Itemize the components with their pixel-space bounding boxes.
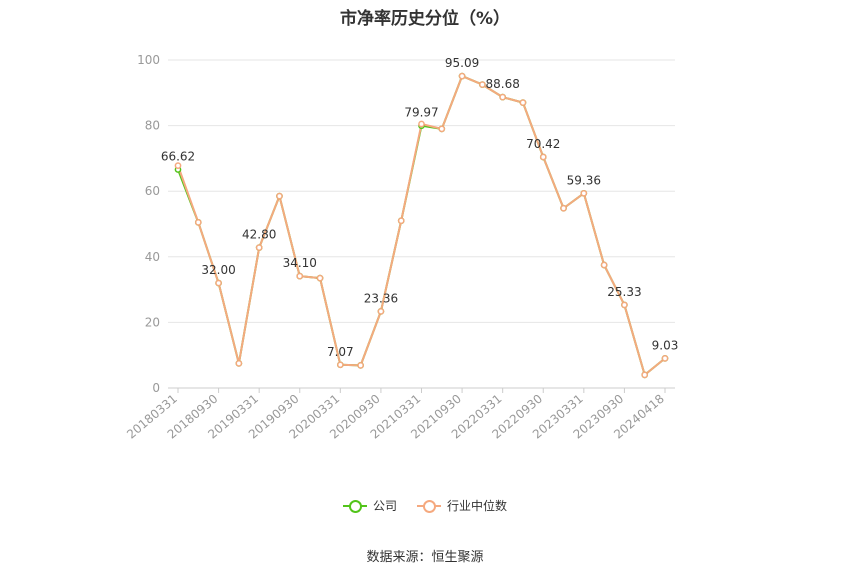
legend-item-company[interactable]: 公司 xyxy=(342,497,397,514)
data-label: 23.36 xyxy=(364,291,398,305)
y-tick-label: 80 xyxy=(145,119,160,133)
data-label: 59.36 xyxy=(567,173,601,187)
legend-label-industry-median: 行业中位数 xyxy=(447,499,508,513)
series-point-1 xyxy=(296,272,304,280)
y-tick-label: 60 xyxy=(145,184,160,198)
series-point-1 xyxy=(621,301,628,309)
series-point-1 xyxy=(174,162,182,169)
data-label: 42.80 xyxy=(242,228,276,242)
data-label: 25.33 xyxy=(607,285,641,299)
y-tick-label: 40 xyxy=(145,250,160,264)
data-label: 34.10 xyxy=(283,256,317,270)
series-point-1 xyxy=(560,204,567,212)
series-point-1 xyxy=(215,279,222,287)
series-point-1 xyxy=(336,361,344,369)
series-point-1 xyxy=(194,219,202,226)
data-label: 95.09 xyxy=(445,56,479,70)
series-point-1 xyxy=(539,153,547,161)
series-point-1 xyxy=(479,81,486,88)
legend-swatch-industry-median xyxy=(417,499,441,513)
data-label: 79.97 xyxy=(404,106,438,120)
series-point-1 xyxy=(418,120,425,128)
data-label: 88.68 xyxy=(485,77,519,91)
series-point-1 xyxy=(438,125,446,133)
series-point-1 xyxy=(580,189,588,197)
legend-swatch-company xyxy=(342,499,367,513)
legend: 公司 行业中位数 xyxy=(0,497,850,514)
line-chart: 0204060801002018033120180930201903312019… xyxy=(124,53,679,442)
series-point-1 xyxy=(519,99,527,106)
series-point-1 xyxy=(499,93,507,101)
data-label: 9.03 xyxy=(652,338,679,352)
series-point-1 xyxy=(255,244,263,251)
series-point-1 xyxy=(600,261,608,269)
data-label: 70.42 xyxy=(526,137,560,151)
data-label: 66.62 xyxy=(161,149,195,163)
data-label: 7.07 xyxy=(327,345,354,359)
legend-item-industry-median[interactable]: 行业中位数 xyxy=(417,497,507,514)
data-source: 数据来源：恒生聚源 xyxy=(366,550,484,565)
series-point-1 xyxy=(276,192,283,200)
y-tick-label: 20 xyxy=(145,315,160,329)
y-tick-label: 0 xyxy=(152,381,160,395)
series-point-1 xyxy=(235,360,243,367)
series-point-1 xyxy=(316,274,324,282)
chart-title: 市净率历史分位（%） xyxy=(339,9,511,29)
legend-label-company: 公司 xyxy=(372,499,397,513)
data-label: 32.00 xyxy=(201,263,235,277)
series-point-1 xyxy=(641,371,649,379)
series-point-1 xyxy=(357,362,364,369)
series-point-1 xyxy=(397,217,405,225)
series-point-1 xyxy=(458,72,466,80)
series-point-1 xyxy=(377,308,385,315)
y-tick-label: 100 xyxy=(137,53,160,67)
series-point-1 xyxy=(661,355,669,362)
